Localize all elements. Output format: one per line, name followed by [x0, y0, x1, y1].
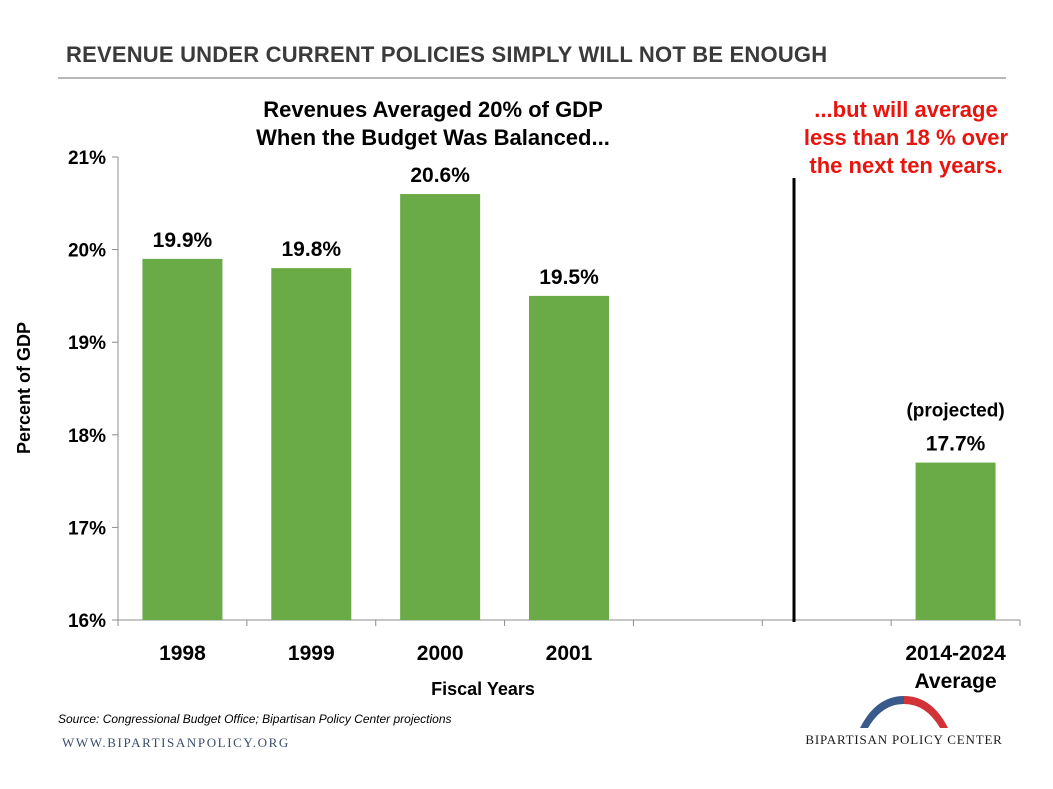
y-tick-label: 21% [68, 148, 106, 169]
y-tick-label: 19% [68, 333, 106, 354]
x-tick-label: 2001 [546, 642, 593, 665]
y-tick-label: 18% [68, 426, 106, 447]
annotation-line: the next ten years. [809, 153, 1003, 178]
arch-logo-icon [860, 696, 948, 728]
annotation-line: ...but will average [814, 97, 998, 122]
x-tick-label: Average [915, 670, 997, 693]
bar [915, 462, 996, 620]
x-tick-label: 2000 [417, 642, 464, 665]
bpc-logo: BIPARTISAN POLICY CENTER [800, 690, 1008, 750]
bar [400, 194, 481, 621]
bar [142, 258, 223, 620]
data-label: 19.5% [539, 266, 599, 289]
y-tick-label: 16% [68, 611, 106, 632]
y-tick-label: 20% [68, 241, 106, 262]
bar [271, 268, 352, 620]
data-label: 17.7% [926, 433, 986, 456]
annotation-line: less than 18 % over [803, 125, 1009, 150]
data-label: 20.6% [410, 164, 470, 187]
annotation-balanced-budget: Revenues Averaged 20% of GDP When the Bu… [218, 96, 648, 152]
x-tick-label: 1999 [288, 642, 335, 665]
projected-label: (projected) [906, 401, 1004, 422]
annotation-projection: ...but will average less than 18 % over … [790, 96, 1022, 180]
data-label: 19.9% [153, 229, 213, 252]
logo-text: BIPARTISAN POLICY CENTER [805, 732, 1003, 747]
y-axis-title: Percent of GDP [14, 322, 34, 454]
x-axis-title: Fiscal Years [431, 679, 535, 699]
y-tick-label: 17% [68, 518, 106, 539]
x-tick-label: 2014-2024 [905, 642, 1006, 665]
annotation-line: When the Budget Was Balanced... [256, 125, 610, 150]
annotation-line: Revenues Averaged 20% of GDP [263, 97, 603, 122]
x-tick-label: 1998 [159, 642, 206, 665]
data-label: 19.8% [282, 238, 342, 261]
bar [529, 295, 609, 620]
slide-title: REVENUE UNDER CURRENT POLICIES SIMPLY WI… [66, 42, 828, 67]
source-note: Source: Congressional Budget Office; Bip… [58, 712, 452, 726]
title-divider [58, 77, 1006, 79]
website-link[interactable]: WWW.BIPARTISANPOLICY.ORG [62, 735, 290, 750]
